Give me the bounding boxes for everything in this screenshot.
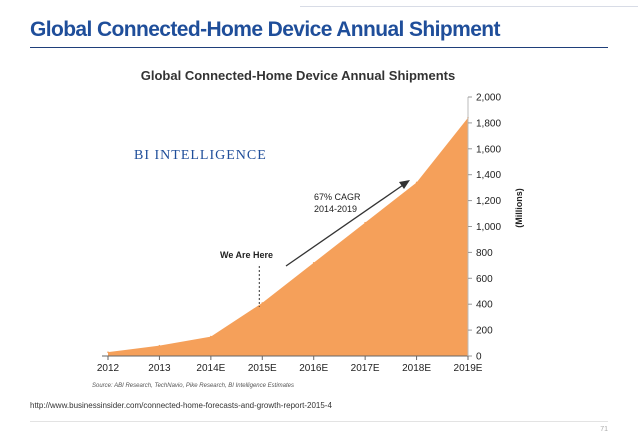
y-tick-label: 1,800: [476, 118, 501, 129]
data-point: [312, 261, 315, 264]
area-chart: Global Connected-Home Device Annual Ship…: [92, 68, 524, 389]
chart-source: Source: ABI Research, TechNavio, Pike Re…: [92, 383, 294, 389]
x-tick-label: 2019E: [454, 363, 483, 374]
data-point: [415, 181, 418, 184]
data-point: [210, 335, 212, 338]
slide-title: Global Connected-Home Device Annual Ship…: [30, 18, 500, 41]
y-tick-label: 400: [476, 300, 493, 311]
x-tick-label: 2014E: [196, 363, 225, 374]
y-tick-label: 200: [476, 326, 493, 337]
x-tick-label: 2017E: [351, 363, 380, 374]
y-axis-label: (Millions): [514, 188, 524, 228]
source-url[interactable]: http://www.businessinsider.com/connected…: [30, 401, 332, 410]
chart-title: Global Connected-Home Device Annual Ship…: [141, 68, 455, 83]
y-tick-label: 1,000: [476, 222, 501, 233]
cagr-arrow-head: [399, 180, 410, 189]
data-point: [158, 344, 161, 347]
y-tick-label: 1,400: [476, 170, 501, 181]
bi-intelligence-logo: BI INTELLIGENCE: [134, 148, 267, 163]
data-point: [261, 302, 264, 304]
x-tick-label: 2013: [148, 363, 171, 374]
title-underline: [30, 47, 608, 48]
footer-divider: [30, 421, 608, 422]
y-tick-label: 600: [476, 274, 493, 285]
page-number: 71: [600, 426, 608, 433]
we-are-here-label: We Are Here: [220, 250, 273, 260]
y-tick-label: 2,000: [476, 93, 501, 104]
top-decor-line: [300, 6, 638, 7]
cagr-label: 67% CAGR: [314, 192, 361, 202]
y-tick-label: 1,600: [476, 144, 501, 155]
cagr-arrow-line: [285, 182, 407, 267]
y-tick-label: 0: [476, 352, 482, 363]
x-tick-label: 2012: [97, 363, 120, 374]
y-tick-label: 1,200: [476, 196, 501, 207]
x-tick-label: 2018E: [402, 363, 431, 374]
data-point: [107, 351, 109, 353]
y-tick-label: 800: [476, 248, 493, 259]
x-tick-label: 2015E: [248, 363, 277, 374]
chart-image: Global Connected-Home Device Annual Ship…: [86, 58, 534, 398]
shipments-area: [108, 117, 468, 356]
data-point: [364, 221, 366, 224]
cagr-period-label: 2014-2019: [314, 204, 357, 214]
x-tick-label: 2016E: [299, 363, 328, 374]
